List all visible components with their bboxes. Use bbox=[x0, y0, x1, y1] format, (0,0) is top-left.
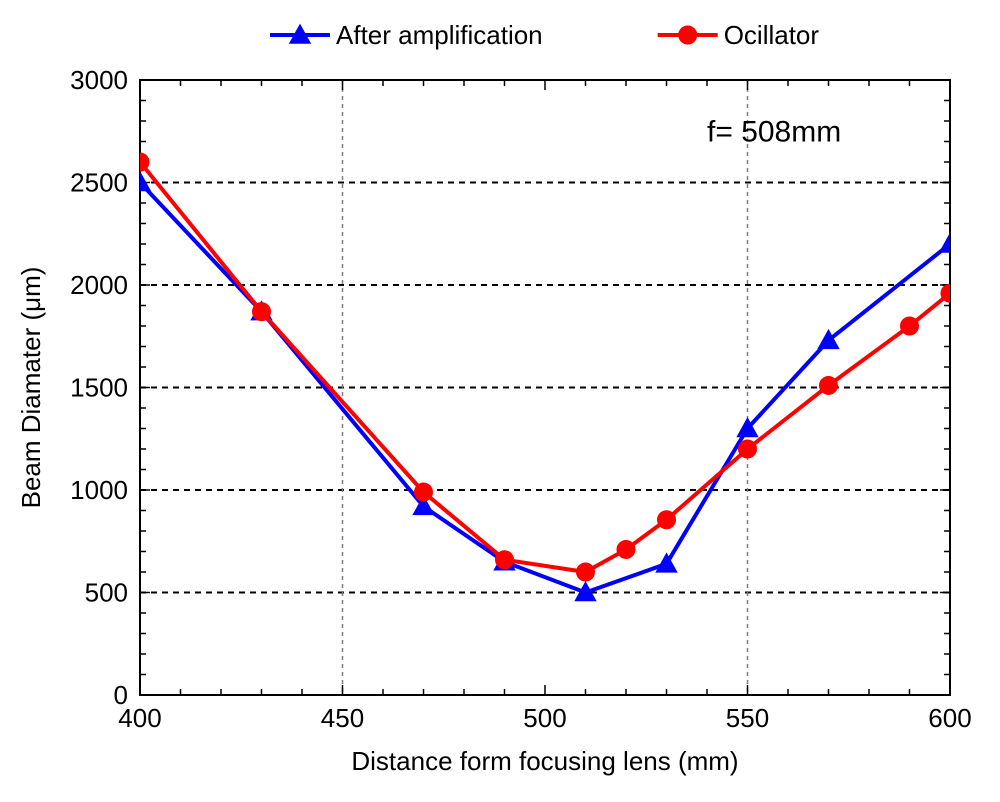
x-axis-title: Distance form focusing lens (mm) bbox=[351, 746, 738, 776]
legend-label-after_amp: After amplification bbox=[336, 20, 543, 50]
y-tick-label: 2500 bbox=[70, 168, 128, 198]
y-tick-label: 500 bbox=[85, 578, 128, 608]
y-tick-label: 3000 bbox=[70, 65, 128, 95]
y-tick-label: 0 bbox=[114, 680, 128, 710]
beam-diameter-chart: 400450500550600050010001500200025003000D… bbox=[0, 0, 1000, 802]
x-tick-label: 600 bbox=[928, 703, 971, 733]
y-tick-label: 1000 bbox=[70, 475, 128, 505]
x-tick-label: 500 bbox=[523, 703, 566, 733]
y-axis-title: Beam Diamater (μm) bbox=[16, 267, 46, 509]
x-tick-label: 550 bbox=[726, 703, 769, 733]
x-tick-label: 450 bbox=[321, 703, 364, 733]
legend-label-ocillator: Ocillator bbox=[724, 20, 820, 50]
y-tick-label: 2000 bbox=[70, 270, 128, 300]
chart-container: 400450500550600050010001500200025003000D… bbox=[0, 0, 1000, 802]
annotation-focal-length: f= 508mm bbox=[707, 116, 841, 149]
y-tick-label: 1500 bbox=[70, 373, 128, 403]
